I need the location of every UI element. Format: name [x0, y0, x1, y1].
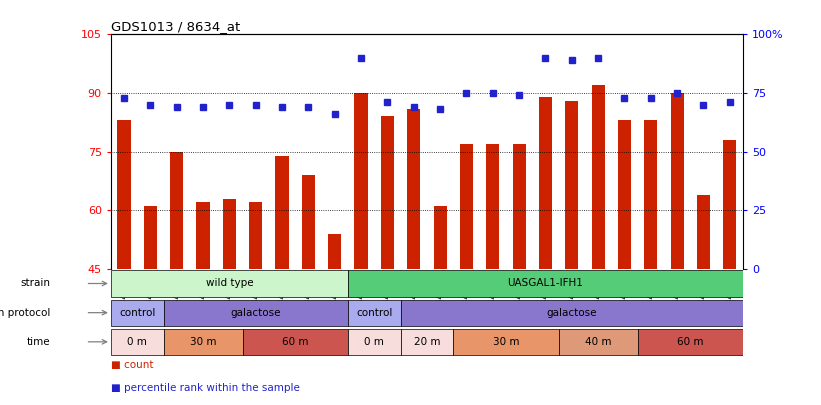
Bar — [407, 109, 420, 269]
Text: ■ count: ■ count — [111, 360, 154, 371]
Bar — [163, 329, 242, 355]
Bar — [348, 271, 743, 296]
Bar — [111, 329, 163, 355]
Text: GDS1013 / 8634_at: GDS1013 / 8634_at — [111, 20, 240, 33]
Bar — [565, 101, 578, 269]
Bar — [433, 207, 447, 269]
Text: strain: strain — [21, 279, 51, 288]
Text: 20 m: 20 m — [414, 337, 440, 347]
Text: 30 m: 30 m — [190, 337, 216, 347]
Bar — [276, 156, 289, 269]
Bar — [697, 195, 710, 269]
Bar — [453, 329, 558, 355]
Text: growth protocol: growth protocol — [0, 308, 51, 318]
Bar — [348, 300, 401, 326]
Text: control: control — [119, 308, 155, 318]
Bar — [242, 329, 348, 355]
Bar — [348, 329, 401, 355]
Text: 0 m: 0 m — [365, 337, 384, 347]
Bar — [381, 117, 394, 269]
Bar — [460, 144, 473, 269]
Bar — [512, 144, 525, 269]
Bar — [558, 329, 638, 355]
Bar — [111, 271, 348, 296]
Bar — [401, 300, 743, 326]
Text: galactose: galactose — [231, 308, 281, 318]
Bar — [355, 93, 368, 269]
Bar — [222, 198, 236, 269]
Text: time: time — [27, 337, 51, 347]
Bar — [328, 234, 342, 269]
Bar — [117, 120, 131, 269]
Bar — [401, 329, 453, 355]
Text: ■ percentile rank within the sample: ■ percentile rank within the sample — [111, 383, 300, 393]
Bar — [249, 202, 262, 269]
Bar — [486, 144, 499, 269]
Bar — [163, 300, 348, 326]
Text: 0 m: 0 m — [127, 337, 147, 347]
Text: UASGAL1-IFH1: UASGAL1-IFH1 — [507, 279, 584, 288]
Bar — [539, 97, 552, 269]
Bar — [144, 207, 157, 269]
Bar — [170, 152, 183, 269]
Bar — [638, 329, 743, 355]
Bar — [196, 202, 209, 269]
Text: galactose: galactose — [547, 308, 597, 318]
Bar — [302, 175, 315, 269]
Text: 60 m: 60 m — [282, 337, 309, 347]
Text: control: control — [356, 308, 392, 318]
Bar — [671, 93, 684, 269]
Text: 40 m: 40 m — [585, 337, 612, 347]
Text: wild type: wild type — [205, 279, 253, 288]
Text: 60 m: 60 m — [677, 337, 704, 347]
Text: 30 m: 30 m — [493, 337, 519, 347]
Bar — [618, 120, 631, 269]
Bar — [111, 300, 163, 326]
Bar — [592, 85, 605, 269]
Bar — [723, 140, 736, 269]
Bar — [644, 120, 658, 269]
